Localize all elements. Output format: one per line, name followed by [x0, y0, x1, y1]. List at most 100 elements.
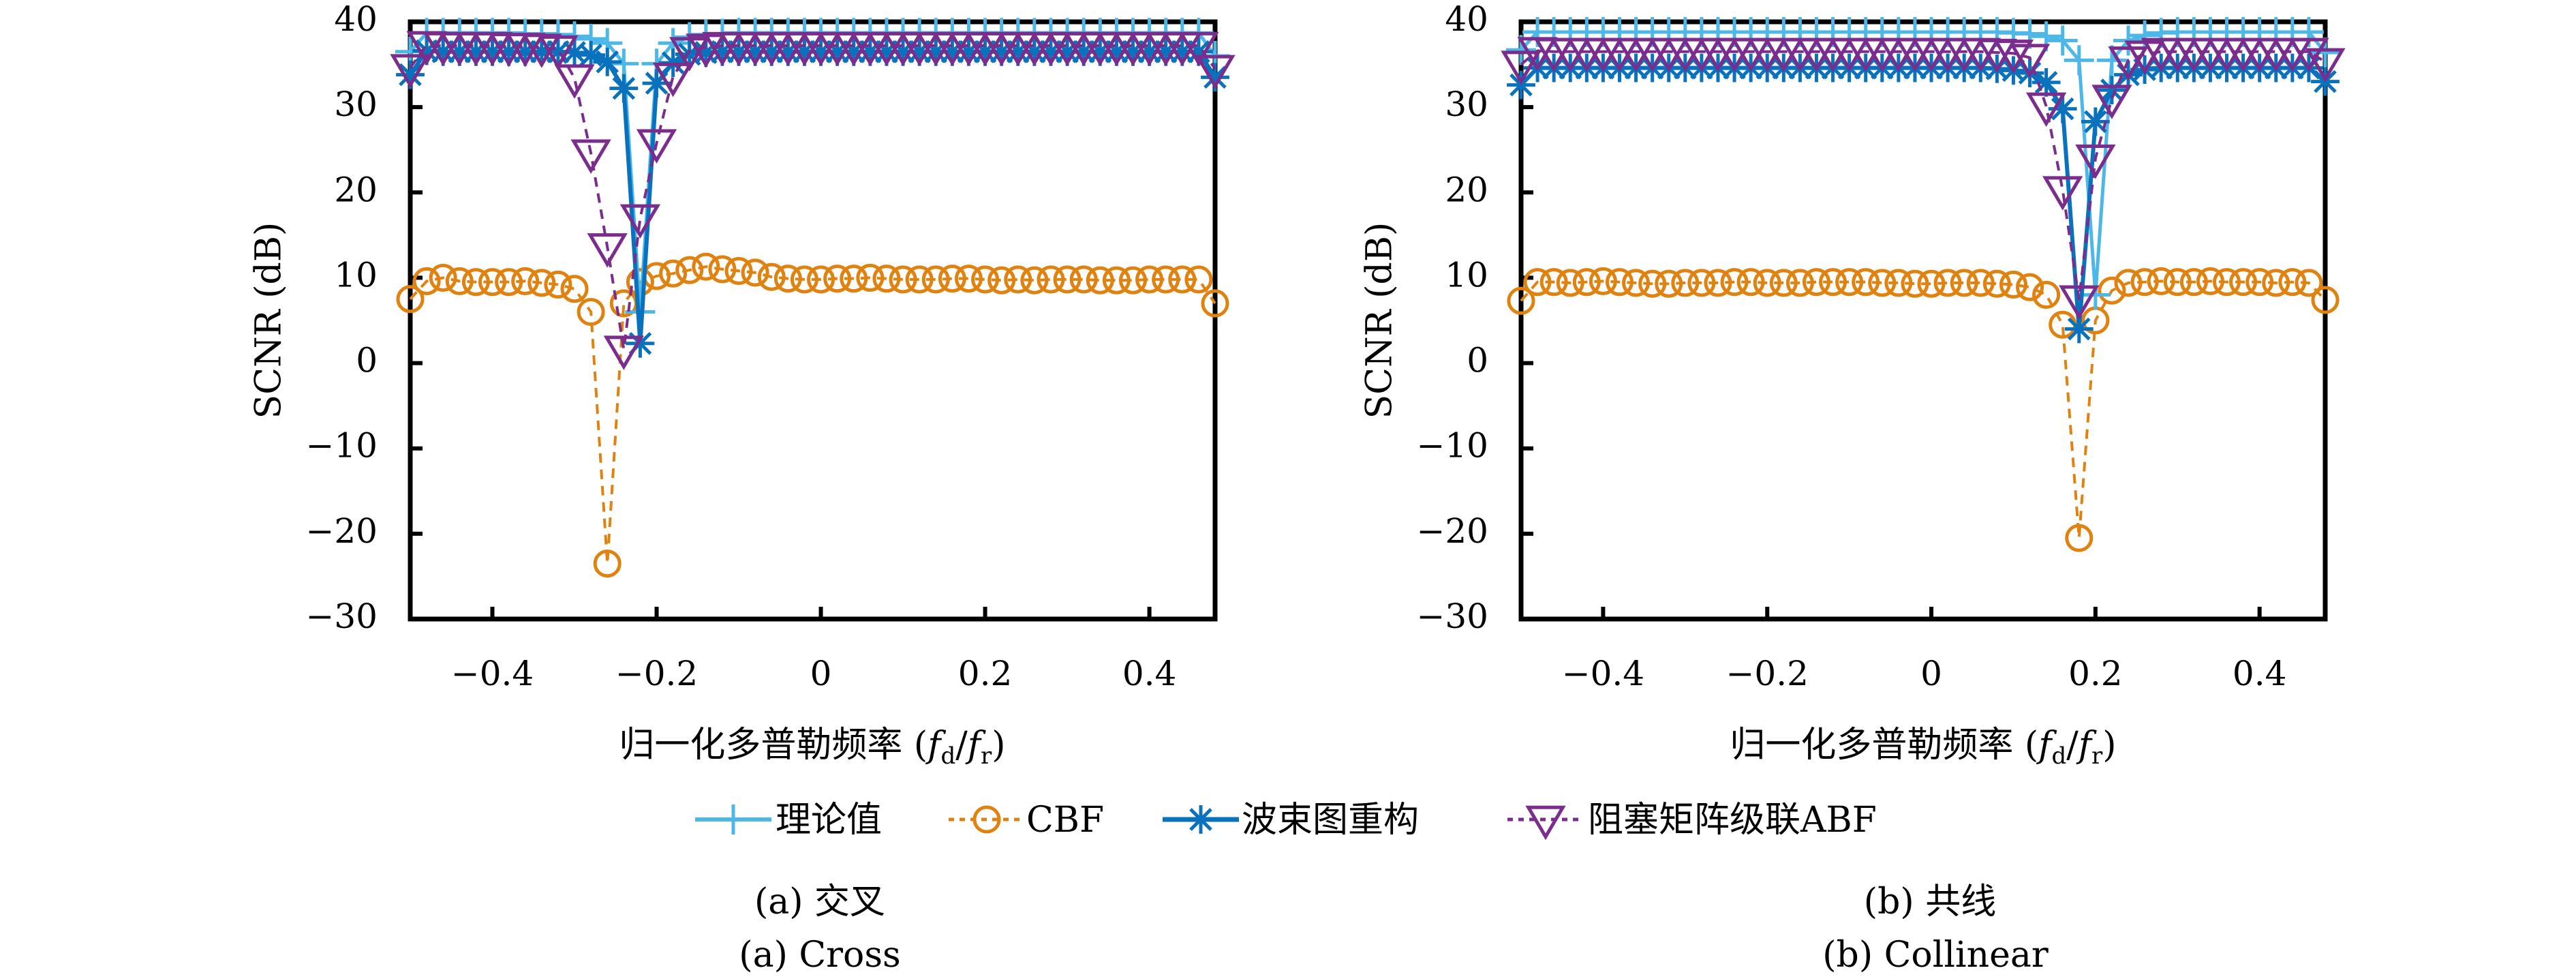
data-point-cbf [1966, 269, 1995, 297]
x-axis-label-text: 归一化多普勒频率 ( [619, 725, 927, 766]
series-abf [390, 31, 1236, 370]
data-point-cbf [938, 265, 966, 293]
series-line-beam [408, 48, 1217, 346]
data-point-theory [609, 48, 639, 79]
data-point-theory [2064, 45, 2094, 76]
legend-label: 理论值 [776, 800, 882, 841]
y-tick-label: 20 [334, 170, 378, 209]
data-point-cbf [2147, 267, 2175, 295]
data-point-cbf [724, 256, 753, 285]
data-point-cbf [905, 265, 934, 294]
x-axis-label-sub-r: r [981, 742, 992, 770]
data-point-cbf [2179, 268, 2208, 297]
data-point-cbf [1933, 269, 1962, 297]
data-point-cbf [2196, 267, 2224, 295]
data-point-cbf [659, 259, 688, 288]
caption-cn: (a) 交叉 [754, 882, 885, 922]
data-point-cbf [1086, 266, 1114, 295]
data-point-cbf [1835, 268, 1864, 297]
data-point-cbf [1507, 286, 1535, 315]
data-point-theory [2080, 280, 2111, 310]
data-point-beam [2031, 67, 2061, 97]
data-point-cbf [790, 265, 818, 294]
data-point-theory [2047, 25, 2078, 56]
data-point-cbf [872, 265, 901, 293]
data-point-abf [636, 129, 677, 164]
data-point-abf [2108, 46, 2149, 81]
data-point-cbf [1539, 268, 1568, 297]
x-axis-label-sub-d: d [940, 742, 955, 770]
data-point-beam [609, 74, 639, 103]
data-point-cbf [1802, 268, 1831, 297]
x-axis-label-close: ) [2102, 725, 2116, 766]
data-point-abf [2059, 285, 2100, 320]
series-cbf [396, 252, 1229, 578]
y-tick-label: −10 [305, 426, 378, 466]
data-point-cbf [1556, 269, 1584, 297]
data-point-cbf [1069, 265, 1098, 294]
x-tick-label: 0 [810, 654, 832, 693]
data-point-cbf [773, 265, 802, 293]
plot-area [1501, 17, 2346, 622]
x-tick-label: 0.4 [1122, 654, 1177, 693]
data-point-cbf [1135, 265, 1164, 294]
data-point-cbf [1852, 268, 1880, 297]
data-point-abf [1195, 55, 1236, 90]
series-group [390, 18, 1236, 578]
data-point-cbf [1720, 268, 1749, 297]
data-point-cbf [1184, 265, 1213, 294]
caption-en: (a) Cross [739, 935, 900, 976]
legend-marker-abf-icon [1525, 805, 1566, 841]
x-axis-label-sub-d: d [2051, 742, 2066, 770]
data-point-cbf [527, 269, 556, 297]
data-point-abf [1178, 31, 1219, 67]
data-point-cbf [1982, 269, 2011, 298]
x-axis-label-slash: / [2066, 725, 2079, 766]
data-point-abf [619, 204, 661, 239]
data-point-abf [2009, 44, 2051, 78]
data-point-cbf [396, 285, 425, 314]
data-point-cbf [1950, 269, 1978, 297]
data-point-abf [1501, 50, 1542, 85]
x-axis-label: 归一化多普勒频率 (fd/fr) [1730, 725, 2116, 770]
data-point-cbf [2114, 269, 2143, 297]
data-point-cbf [2015, 273, 2044, 301]
data-point-abf [554, 64, 595, 99]
y-tick-label: −30 [1416, 597, 1488, 636]
data-point-cbf [2098, 276, 2126, 305]
data-point-cbf [2130, 268, 2159, 297]
x-axis-label: 归一化多普勒频率 (fd/fr) [619, 725, 1005, 770]
series-beam [396, 36, 1229, 358]
series-line-cbf [1520, 280, 2327, 540]
legend-label: 波束图重构 [1242, 800, 1419, 841]
data-point-abf [603, 335, 644, 370]
y-tick-label: 30 [334, 85, 378, 124]
data-point-cbf [1868, 269, 1897, 297]
x-tick-label: 0 [1920, 654, 1942, 693]
x-tick-label: 0.4 [2233, 654, 2287, 693]
y-tick-label: 0 [1467, 341, 1488, 380]
series-cbf [1507, 267, 2340, 552]
data-point-cbf [2032, 280, 2061, 309]
data-point-cbf [593, 549, 622, 578]
data-point-cbf [1884, 269, 1913, 297]
data-point-cbf [1572, 268, 1601, 297]
y-tick-labels: −30 −20 −10 0 10 20 30 40 [1416, 0, 1488, 636]
data-point-cbf [1020, 266, 1049, 295]
data-point-cbf [461, 268, 490, 297]
data-point-cbf [1622, 269, 1651, 297]
legend-item-cbf: CBF [949, 800, 1104, 841]
legend-label: CBF [1026, 800, 1104, 841]
data-point-cbf [2295, 269, 2323, 297]
axes-box [408, 19, 1218, 622]
series-abf [1501, 37, 2346, 320]
y-tick-labels: −30 −20 −10 0 10 20 30 40 [305, 0, 378, 636]
y-tick-label: 30 [1445, 85, 1488, 124]
data-point-cbf [971, 265, 1000, 294]
data-point-beam [593, 47, 622, 76]
data-point-cbf [840, 265, 868, 293]
data-point-cbf [1201, 289, 1229, 318]
data-point-theory [2130, 20, 2160, 51]
data-point-cbf [2212, 268, 2241, 297]
data-point-cbf [823, 265, 852, 293]
